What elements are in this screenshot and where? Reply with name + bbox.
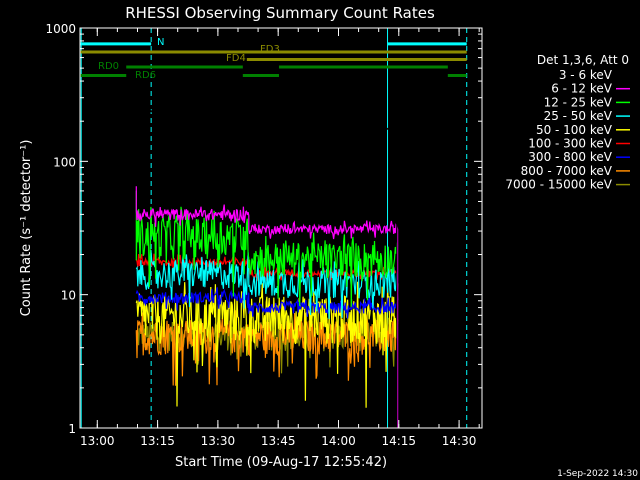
y-tick-label-0: 1 <box>68 422 76 436</box>
y-tick-label-1: 10 <box>61 289 76 303</box>
series-line-6-12-kev <box>135 186 399 428</box>
x-tick-label-2: 13:30 <box>201 434 236 448</box>
x-tick-label-0: 13:00 <box>80 434 115 448</box>
plot-area: N FD3 FD4 RD0 RD6 <box>80 28 468 428</box>
series-line-3-6-kev <box>133 104 398 428</box>
x-tick-label-3: 13:45 <box>261 434 296 448</box>
legend-label-1: 6 - 12 keV <box>551 82 613 96</box>
plot-frame <box>79 27 483 429</box>
axes: 1 10 100 1000 13:00 13:15 13:30 13:45 14:00 14:15… <box>45 22 482 448</box>
x-axis-label: Start Time (09-Aug-17 12:55:42) <box>175 455 387 470</box>
x-tick-label-1: 13:15 <box>140 434 175 448</box>
legend-label-7: 800 - 7000 keV <box>521 164 613 178</box>
footer-timestamp: 1-Sep-2022 14:30 <box>557 469 638 479</box>
status-bar-label-fd4: FD4 <box>226 53 246 64</box>
legend-label-6: 300 - 800 keV <box>528 150 612 164</box>
legend-label-0: 3 - 6 keV <box>559 68 613 82</box>
y-tick-label-2: 100 <box>53 155 76 169</box>
series-line-50-100-kev <box>135 281 399 408</box>
legend-label-3: 25 - 50 keV <box>544 109 613 123</box>
series-line-12-25-kev <box>135 190 399 307</box>
legend-label-2: 12 - 25 keV <box>544 95 613 109</box>
y-axis-label: Count Rate (s⁻¹ detector⁻¹) <box>19 140 34 317</box>
legend-label-5: 100 - 300 keV <box>528 137 612 151</box>
x-tick-label-6: 14:30 <box>442 434 477 448</box>
legend-title: Det 1,3,6, Att 0 <box>537 53 629 67</box>
y-tick-label-3: 1000 <box>45 22 76 36</box>
status-bar-label-rd6: RD6 <box>135 70 156 81</box>
series-line-800-7000-kev <box>135 310 399 386</box>
series-line-300-800-kev <box>135 287 399 319</box>
x-tick-label-4: 14:00 <box>321 434 356 448</box>
status-bar-label-n: N <box>157 37 164 48</box>
legend-label-4: 50 - 100 keV <box>536 123 613 137</box>
legend-label-8: 7000 - 15000 keV <box>505 178 612 192</box>
status-bar-label-fd3: FD3 <box>260 44 280 55</box>
chart-title: RHESSI Observing Summary Count Rates <box>125 4 435 22</box>
x-tick-label-5: 14:15 <box>381 434 416 448</box>
series-line-25-50-kev <box>135 249 399 319</box>
status-bar-label-rd0: RD0 <box>98 61 119 72</box>
